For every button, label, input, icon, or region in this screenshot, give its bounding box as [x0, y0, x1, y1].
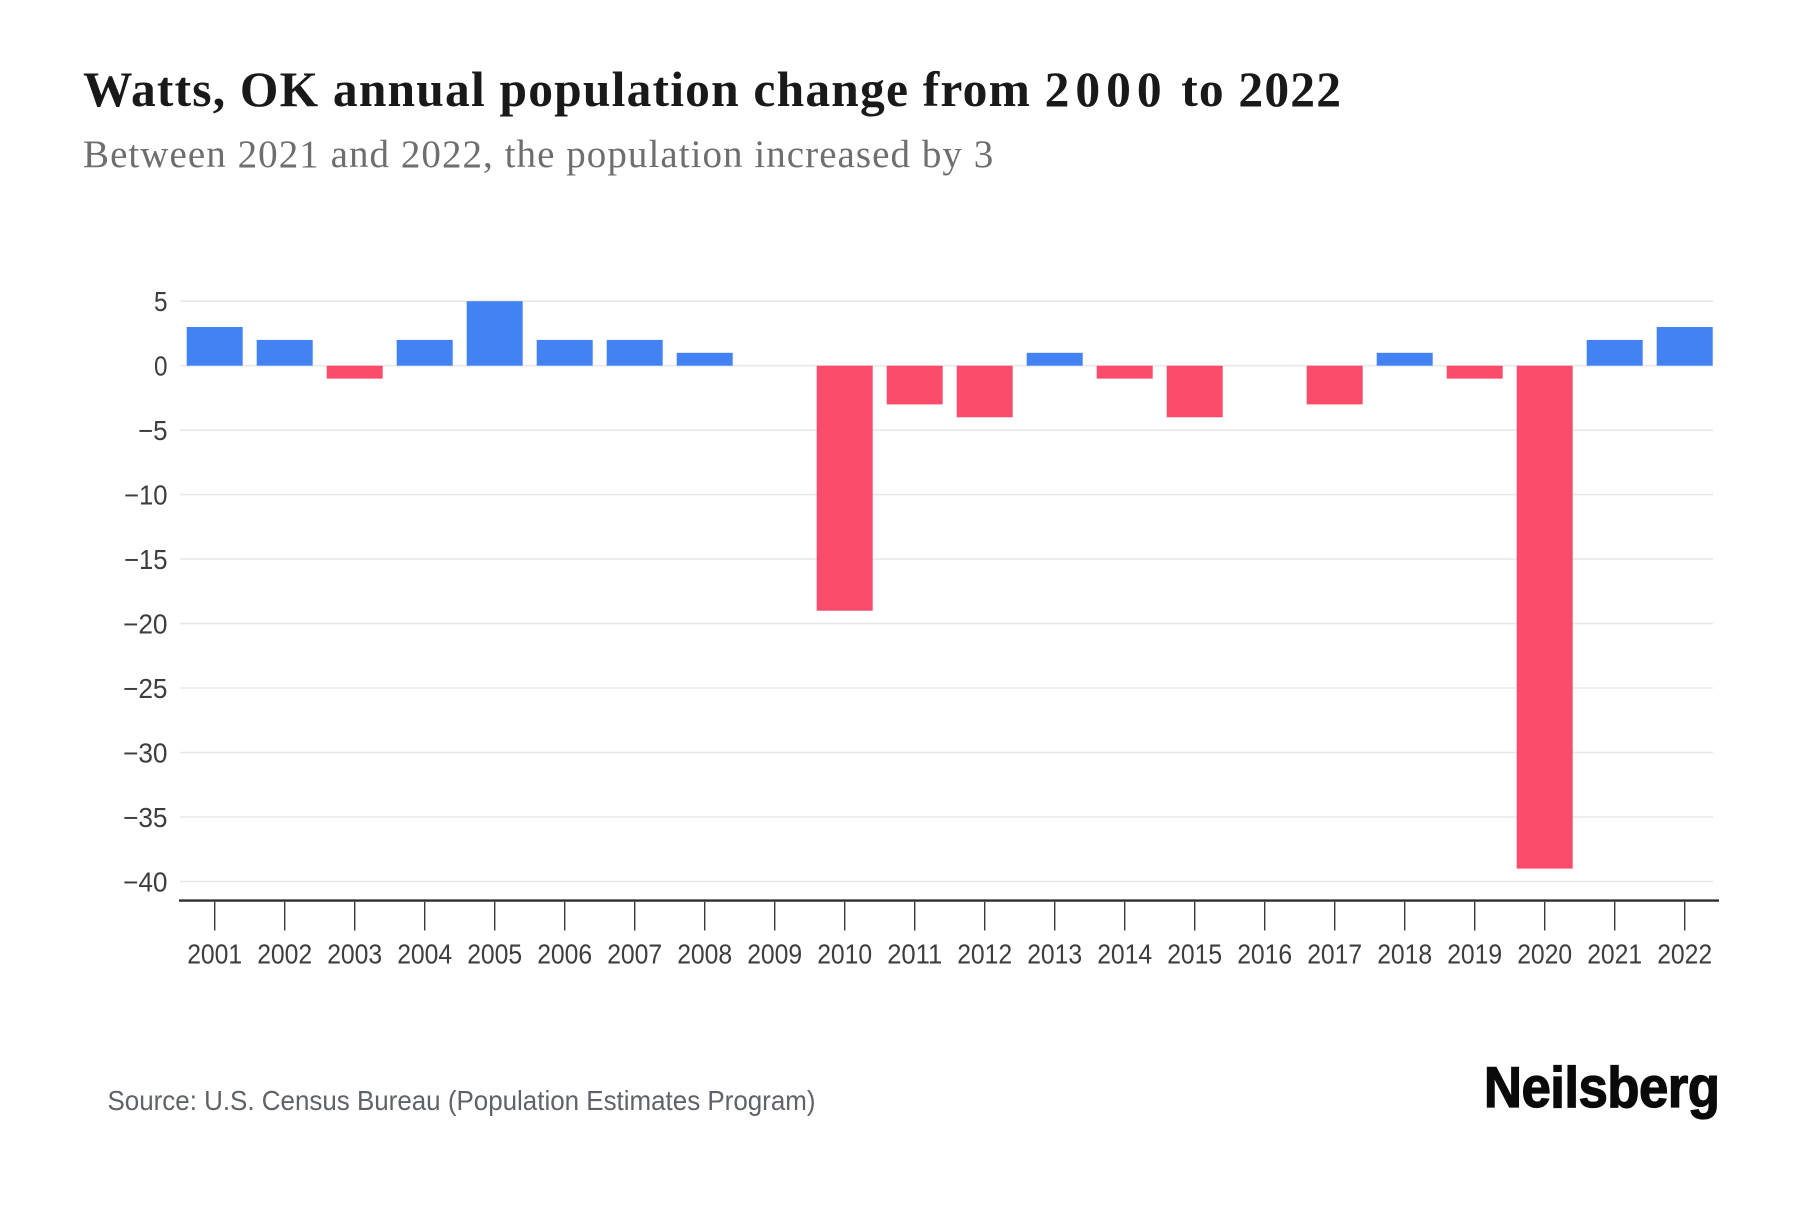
svg-text:2007: 2007: [607, 939, 662, 970]
svg-text:−20: −20: [123, 608, 168, 639]
svg-text:2001: 2001: [187, 939, 242, 970]
svg-text:−5: −5: [138, 415, 168, 446]
svg-text:2021: 2021: [1587, 939, 1642, 970]
svg-text:2020: 2020: [1517, 939, 1572, 970]
svg-text:2009: 2009: [747, 939, 802, 970]
svg-text:2006: 2006: [537, 939, 592, 970]
svg-text:2008: 2008: [677, 939, 732, 970]
svg-text:2014: 2014: [1097, 939, 1152, 970]
svg-text:−15: −15: [124, 544, 168, 575]
svg-text:−40: −40: [123, 866, 168, 897]
svg-text:2002: 2002: [257, 939, 312, 970]
svg-text:0: 0: [154, 351, 168, 382]
svg-text:−10: −10: [124, 479, 168, 510]
svg-text:2012: 2012: [957, 939, 1012, 970]
svg-text:Source: U.S. Census Bureau (Po: Source: U.S. Census Bureau (Population E…: [108, 1085, 816, 1116]
svg-text:2005: 2005: [467, 939, 522, 970]
svg-text:2010: 2010: [817, 939, 872, 970]
svg-text:2004: 2004: [397, 939, 452, 970]
svg-text:2015: 2015: [1167, 939, 1222, 970]
svg-text:−30: −30: [123, 737, 168, 768]
svg-text:2019: 2019: [1447, 939, 1502, 970]
svg-text:5: 5: [154, 286, 168, 317]
svg-text:2018: 2018: [1377, 939, 1432, 970]
svg-text:2017: 2017: [1307, 939, 1362, 970]
svg-text:2011: 2011: [887, 939, 942, 970]
svg-text:−25: −25: [123, 673, 168, 704]
svg-text:−35: −35: [123, 802, 168, 833]
svg-text:2003: 2003: [327, 939, 382, 970]
svg-text:2013: 2013: [1027, 939, 1082, 970]
svg-text:2022: 2022: [1657, 939, 1712, 970]
svg-text:2016: 2016: [1237, 939, 1292, 970]
